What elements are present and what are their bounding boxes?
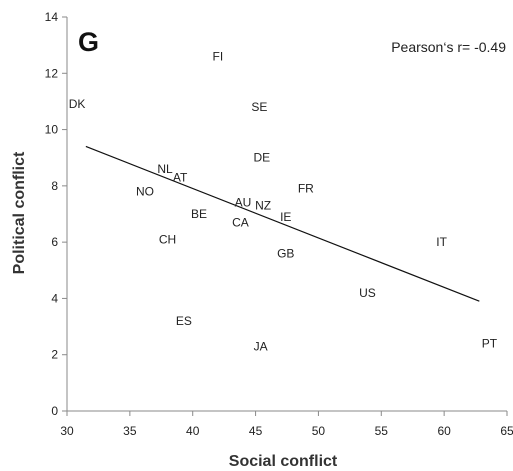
- data-point-label-ca: CA: [232, 215, 249, 229]
- data-point-label-be: BE: [191, 207, 207, 221]
- data-point-label-dk: DK: [69, 97, 86, 111]
- data-point-label-nz: NZ: [255, 199, 271, 213]
- data-point-label-au: AU: [235, 196, 252, 210]
- y-tick-label: 10: [45, 123, 59, 137]
- x-axis-title: Social conflict: [229, 453, 338, 470]
- data-point-label-fi: FI: [213, 49, 224, 63]
- y-axis-title: Political conflict: [11, 151, 28, 274]
- y-tick-label: 4: [51, 291, 58, 305]
- data-point-label-fr: FR: [298, 182, 314, 196]
- data-point-label-ie: IE: [280, 210, 291, 224]
- x-tick-label: 65: [500, 424, 513, 438]
- y-tick-label: 0: [51, 404, 58, 418]
- x-tick-label: 35: [123, 424, 137, 438]
- x-tick-label: 60: [437, 424, 451, 438]
- y-tick-label: 2: [51, 348, 58, 362]
- data-point-label-no: NO: [136, 184, 154, 198]
- data-point-label-ja: JA: [254, 339, 268, 353]
- data-point-label-at: AT: [173, 170, 188, 184]
- x-tick-label: 45: [249, 424, 263, 438]
- data-point-label-nl: NL: [157, 162, 173, 176]
- trendline: [85, 145, 480, 302]
- trendline-group: [85, 145, 480, 302]
- x-tick-label: 30: [60, 424, 74, 438]
- y-tick-label: 8: [51, 179, 58, 193]
- y-tick-label: 6: [51, 235, 58, 249]
- data-point-label-es: ES: [176, 314, 192, 328]
- correlation-annotation: Pearson‘s r= -0.49: [391, 39, 506, 55]
- data-point-label-us: US: [359, 286, 376, 300]
- panel-label: G: [78, 27, 99, 57]
- data-point-label-de: DE: [254, 151, 271, 165]
- x-tick-label: 50: [312, 424, 326, 438]
- data-point-label-it: IT: [436, 235, 447, 249]
- axes: 0 2 4 6 8 10 12 14 30 35 40 45 50 55 60 65: [45, 10, 513, 438]
- data-point-label-se: SE: [251, 100, 267, 114]
- data-point-label-pt: PT: [482, 336, 498, 350]
- data-point-label-ch: CH: [159, 232, 176, 246]
- y-tick-label: 14: [45, 10, 59, 24]
- x-tick-label: 55: [375, 424, 389, 438]
- x-tick-label: 40: [186, 424, 200, 438]
- data-point-label-gb: GB: [277, 246, 294, 260]
- y-tick-label: 12: [45, 66, 59, 80]
